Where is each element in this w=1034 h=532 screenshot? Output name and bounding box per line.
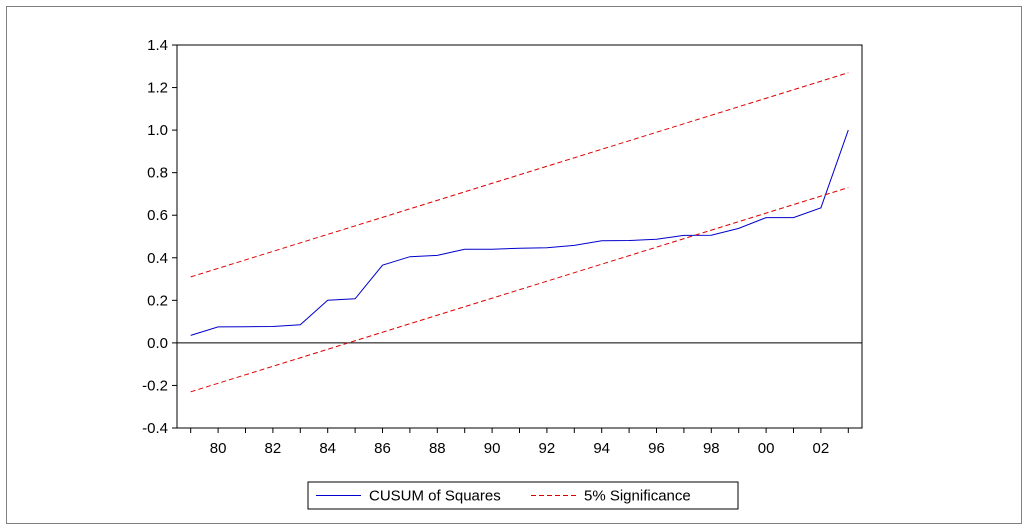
x-tick-label: 82	[265, 440, 282, 457]
x-tick-label: 92	[539, 440, 556, 457]
y-tick-label: 0.2	[147, 292, 168, 309]
x-tick-label: 80	[210, 440, 227, 457]
5-significance-line	[190, 72, 849, 278]
x-tick-label: 86	[374, 440, 391, 457]
x-tick-label: 94	[593, 440, 610, 457]
significance-band-lower-line	[190, 187, 849, 393]
y-tick-label: 1.2	[147, 80, 168, 97]
y-tick-label: 0.6	[147, 207, 168, 224]
x-tick-label: 84	[319, 440, 336, 457]
chart-frame	[6, 6, 1022, 524]
plot-area	[176, 44, 863, 429]
y-tick-label: -0.2	[142, 377, 168, 394]
x-tick-label: 96	[648, 440, 665, 457]
legend-label: 5% Significance	[584, 488, 691, 505]
x-tick-label: 90	[484, 440, 501, 457]
y-tick-label: 0.8	[147, 165, 168, 182]
y-tick-label: -0.4	[142, 420, 168, 437]
x-tick-label: 98	[703, 440, 720, 457]
x-tick-label: 00	[758, 440, 775, 457]
legend-label: CUSUM of Squares	[369, 488, 501, 505]
x-tick-label: 02	[813, 440, 830, 457]
y-tick-label: 1.0	[147, 122, 168, 139]
y-tick-label: 0.0	[147, 335, 168, 352]
y-tick-label: 1.4	[147, 37, 168, 54]
y-tick-label: 0.4	[147, 250, 168, 267]
cusum-of-squares-line	[190, 129, 849, 336]
x-tick-label: 88	[429, 440, 446, 457]
legend-box	[307, 481, 739, 510]
